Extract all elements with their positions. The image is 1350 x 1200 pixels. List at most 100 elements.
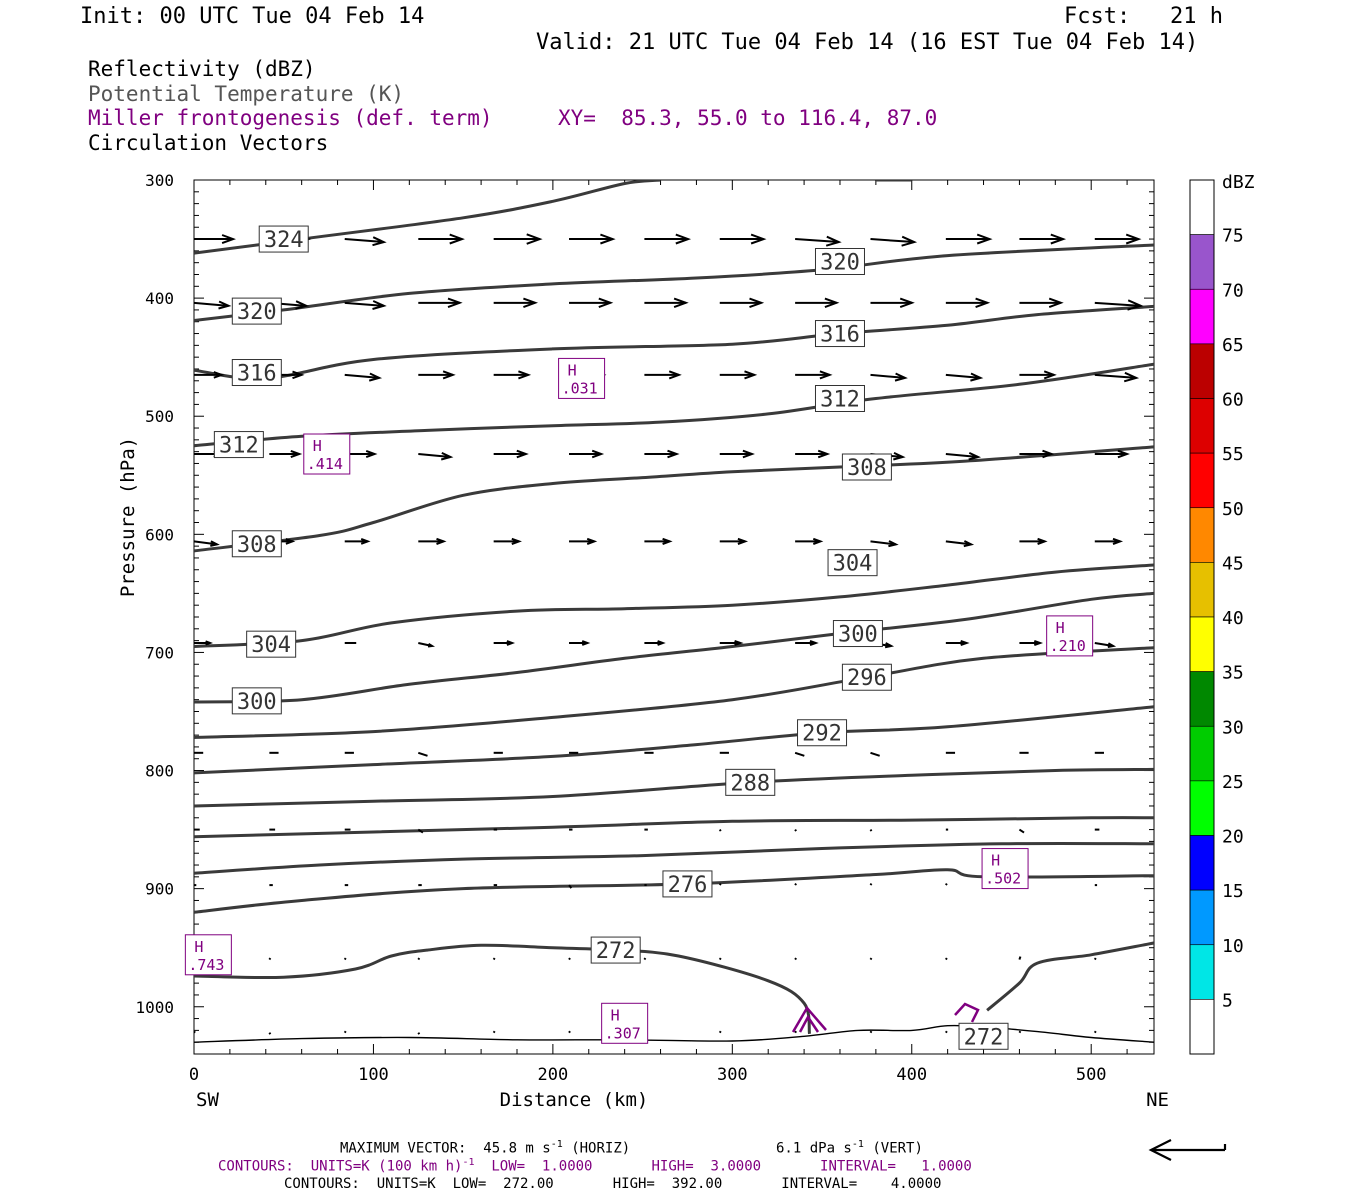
circulation-vector-head xyxy=(668,370,682,380)
xy-label: XY= 85.3, 55.0 to 116.4, 87.0 xyxy=(558,106,938,130)
circulation-vector xyxy=(869,1030,873,1034)
y-tick-label: 600 xyxy=(145,525,174,544)
colorbar-level-label: 65 xyxy=(1222,335,1244,356)
circulation-vector xyxy=(1094,301,1141,307)
theta-label-288: 288 xyxy=(730,771,770,796)
circulation-vector xyxy=(1094,641,1114,647)
fronto-high-letter: H xyxy=(313,437,322,455)
fronto-high-letter: H xyxy=(611,1006,620,1024)
circulation-vector-head xyxy=(737,537,749,545)
circulation-vector xyxy=(794,751,805,757)
circulation-vector xyxy=(794,1030,797,1034)
y-tick-label: 800 xyxy=(145,762,174,781)
colorbar-level-label: 20 xyxy=(1222,827,1244,848)
theta-label-308: 308 xyxy=(847,456,887,481)
plot-frame xyxy=(193,179,1155,1055)
circulation-vector xyxy=(945,1030,948,1034)
plot-area: 300 400 500 600 700 800 900 1000 0 100 200 300 400 50… xyxy=(117,171,1169,1111)
circulation-vector xyxy=(194,1030,196,1034)
theta-contour-296 xyxy=(194,646,1154,739)
circulation-vector xyxy=(568,884,573,889)
circulation-vector xyxy=(945,453,979,459)
circulation-vector xyxy=(1018,828,1025,834)
theta-label-292: 292 xyxy=(802,722,842,747)
reference-vector-arrow xyxy=(1148,1139,1227,1161)
circulation-vector-head xyxy=(518,370,532,380)
contours-fronto-sup: -1 xyxy=(462,1157,475,1168)
colorbar-level-label: 30 xyxy=(1222,717,1244,738)
fronto-contour-loop-2 xyxy=(954,1002,980,1023)
colorbar-segment xyxy=(1189,288,1215,345)
circulation-vector-head xyxy=(440,451,454,461)
colorbar-segment xyxy=(1189,725,1215,782)
fronto-high-box xyxy=(303,433,351,475)
fronto-high-value: .743 xyxy=(188,956,224,974)
theta-label-316: 316 xyxy=(820,323,860,348)
max-vector-vert-sup: -1 xyxy=(851,1139,864,1150)
y-axis-label: Pressure (hPa) xyxy=(117,437,139,597)
circulation-vector xyxy=(417,828,424,834)
theta-label-304: 304 xyxy=(833,552,873,577)
circulation-vector xyxy=(945,540,972,546)
theta-contour-288 xyxy=(194,767,1154,808)
max-vector-horiz: MAXIMUM VECTOR: 45.8 m s-1 (HORIZ) xyxy=(340,1140,630,1156)
theta-label-box xyxy=(841,663,892,691)
circulation-vector xyxy=(795,238,839,244)
circulation-vector xyxy=(945,957,948,961)
circulation-vector-head xyxy=(960,639,970,647)
theta-label-312: 312 xyxy=(820,388,860,413)
colorbar-segment xyxy=(1189,562,1215,618)
theta-label-316: 316 xyxy=(237,362,277,387)
colorbar-segment xyxy=(1189,507,1215,563)
circulation-vector-head xyxy=(360,538,371,545)
theta-label-box xyxy=(797,719,848,747)
theta-label-box xyxy=(814,247,865,275)
field-frontogenesis: Miller frontogenesis (def. term) xyxy=(88,106,493,130)
max-vector-vert: 6.1 dPa s-1 (VERT) xyxy=(776,1140,923,1156)
circulation-vector xyxy=(1018,1030,1022,1034)
x-end-label-left: SW xyxy=(196,1089,219,1111)
circulation-vector xyxy=(869,957,873,961)
circulation-vector-head xyxy=(442,370,456,380)
circulation-vector-head xyxy=(372,236,387,247)
fronto-high-value: .414 xyxy=(307,455,343,473)
circulation-vector-head xyxy=(675,233,692,245)
circulation-vector-head xyxy=(523,297,539,309)
init-label: Init: 00 UTC Tue 04 Feb 14 xyxy=(80,4,425,29)
circulation-vector xyxy=(718,1030,722,1034)
circulation-vector-head xyxy=(662,537,673,545)
theta-contour-308 xyxy=(194,445,1154,553)
y-tick-label: 300 xyxy=(145,171,174,190)
circulation-vector xyxy=(568,957,571,961)
plot-inner xyxy=(194,180,1154,1043)
circulation-vector-head xyxy=(970,372,984,382)
theta-label-312: 312 xyxy=(219,434,259,459)
circulation-vector xyxy=(870,540,896,546)
colorbar-frame xyxy=(1189,179,1215,1055)
max-vector-horiz-text: MAXIMUM VECTOR: 45.8 m s xyxy=(340,1140,551,1157)
fronto-high-box xyxy=(558,357,606,399)
colorbar-segment xyxy=(1189,944,1215,1000)
circulation-vector xyxy=(568,1030,571,1034)
theta-label-box xyxy=(231,359,282,387)
theta-label-276: 276 xyxy=(668,873,708,898)
circulation-vector-head xyxy=(447,297,463,309)
circulation-vector xyxy=(1094,373,1137,379)
fcst-label: Fcst: 21 h xyxy=(1064,4,1223,29)
circulation-vector-head xyxy=(581,640,591,646)
circulation-vector-head xyxy=(210,540,220,547)
circulation-vector-head xyxy=(436,537,447,545)
circulation-vector xyxy=(1018,956,1022,960)
theta-label-box xyxy=(832,620,883,648)
colorbar-level-label: 25 xyxy=(1222,772,1244,793)
colorbar-level-label: 70 xyxy=(1222,280,1244,301)
theta-label-box xyxy=(590,936,641,964)
theta-label-box xyxy=(827,549,878,577)
circulation-vector-head xyxy=(1048,297,1064,309)
circulation-vector-head xyxy=(598,297,614,309)
circulation-vector-head xyxy=(1050,233,1067,245)
circulation-vector-head xyxy=(901,235,918,247)
theta-label-308: 308 xyxy=(237,533,277,558)
y-tick-label: 900 xyxy=(145,880,174,899)
theta-label-304: 304 xyxy=(251,633,291,658)
